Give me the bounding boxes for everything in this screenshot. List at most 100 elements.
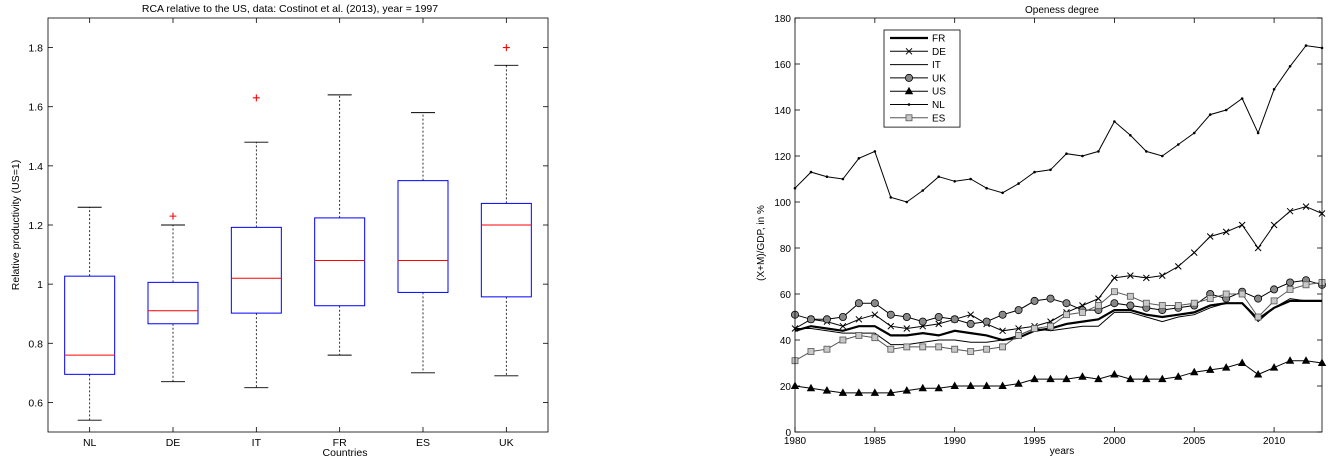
point-es <box>1174 302 1182 309</box>
point-nl <box>1081 154 1084 158</box>
point-nl <box>1304 44 1308 47</box>
linechart-xlabel: years <box>1050 446 1074 457</box>
point-us <box>1078 372 1087 380</box>
point-es <box>1206 295 1214 303</box>
point-us <box>1094 374 1103 383</box>
point-de <box>1158 272 1166 279</box>
boxplot-chart: RCA relative to the US, data: Costinot e… <box>10 3 549 459</box>
point-es <box>823 345 831 353</box>
linechart-xtick-label: 1995 <box>1023 436 1046 447</box>
iqr-box <box>314 217 366 307</box>
point-nl <box>873 150 877 153</box>
point-de <box>1127 272 1134 279</box>
point-uk <box>1062 299 1071 308</box>
point-de <box>1270 221 1278 229</box>
point-uk <box>902 312 911 321</box>
linechart-xtick-label: 1990 <box>944 436 967 447</box>
linechart-xtick-label: 1980 <box>784 436 807 447</box>
iqr-box <box>397 180 449 293</box>
point-us <box>1142 374 1151 383</box>
series-line-it <box>795 298 1322 346</box>
point-es <box>1047 322 1054 330</box>
point-nl <box>1161 154 1164 158</box>
point-nl <box>1145 150 1148 153</box>
linechart-title: Openess degree <box>1025 5 1099 16</box>
linechart-xtick-label: 2000 <box>1103 436 1126 447</box>
point-us <box>966 381 975 389</box>
legend-label: US <box>932 87 946 98</box>
series-line-uk <box>794 279 1323 325</box>
box-es <box>397 112 449 374</box>
series-us <box>790 356 1327 396</box>
legend-label: IT <box>932 60 941 71</box>
boxplot-xtick-label: DE <box>166 437 181 449</box>
point-us <box>918 383 927 392</box>
linechart-ytick-label: 180 <box>774 14 791 25</box>
point-nl <box>809 170 813 174</box>
point-uk <box>870 299 879 308</box>
point-de <box>967 311 975 319</box>
openness-line-chart: Openess degree 020406080100120140160180 … <box>756 5 1327 457</box>
point-es <box>1190 299 1198 307</box>
point-de <box>903 325 911 332</box>
point-nl <box>1240 97 1244 100</box>
point-us <box>838 388 848 396</box>
point-es <box>1031 325 1038 332</box>
point-es <box>1238 290 1246 298</box>
point-de <box>1111 274 1118 282</box>
point-es <box>1079 308 1086 316</box>
linechart-ytick-label: 120 <box>774 152 791 163</box>
point-nl <box>1192 131 1196 135</box>
point-us <box>1014 379 1023 387</box>
boxplot-xtick-label: NL <box>83 437 97 449</box>
point-us <box>822 386 832 394</box>
point-es <box>903 343 911 351</box>
legend-item-fr: FR <box>890 34 945 45</box>
point-de <box>1142 274 1150 282</box>
point-us <box>1062 374 1071 383</box>
legend-marker <box>904 86 914 95</box>
point-uk <box>1030 296 1039 305</box>
point-es <box>855 331 863 339</box>
series-line-us <box>794 360 1323 394</box>
point-es <box>1222 290 1230 298</box>
point-nl <box>1065 152 1068 155</box>
point-es <box>807 348 815 355</box>
boxplot-ytick-label: 0.6 <box>28 397 43 409</box>
boxplot-ytick-label: 0.8 <box>28 338 43 350</box>
point-nl <box>969 177 972 181</box>
boxplot-frame <box>47 17 549 433</box>
point-nl <box>1272 88 1276 91</box>
point-es <box>951 345 959 353</box>
box-it <box>230 94 282 389</box>
point-us <box>1206 365 1215 373</box>
series-nl <box>793 44 1324 204</box>
point-nl <box>953 180 956 183</box>
point-de <box>1174 263 1182 270</box>
point-us <box>1190 367 1199 376</box>
point-us <box>870 388 880 396</box>
boxplot-xtick-label: IT <box>252 437 262 449</box>
point-uk <box>934 312 943 321</box>
series-line-es <box>794 282 1323 362</box>
point-us <box>1301 356 1311 364</box>
point-uk <box>1126 301 1135 310</box>
series-line-de <box>794 206 1323 332</box>
point-es <box>1254 313 1262 321</box>
point-nl <box>1097 150 1100 153</box>
point-es <box>935 343 943 351</box>
boxplot-ytick-label: 1.4 <box>28 161 43 173</box>
point-es <box>887 345 895 353</box>
point-nl <box>857 157 861 160</box>
point-nl <box>1033 170 1036 174</box>
point-de <box>1222 228 1230 236</box>
point-us <box>1110 370 1119 378</box>
point-nl <box>1208 113 1212 116</box>
point-us <box>1174 372 1183 380</box>
point-nl <box>1129 134 1132 137</box>
legend-box <box>883 29 961 128</box>
legend-item-us: US <box>890 86 946 98</box>
point-us <box>982 381 991 389</box>
legend-item-it: IT <box>890 60 941 71</box>
point-de <box>1015 325 1022 332</box>
